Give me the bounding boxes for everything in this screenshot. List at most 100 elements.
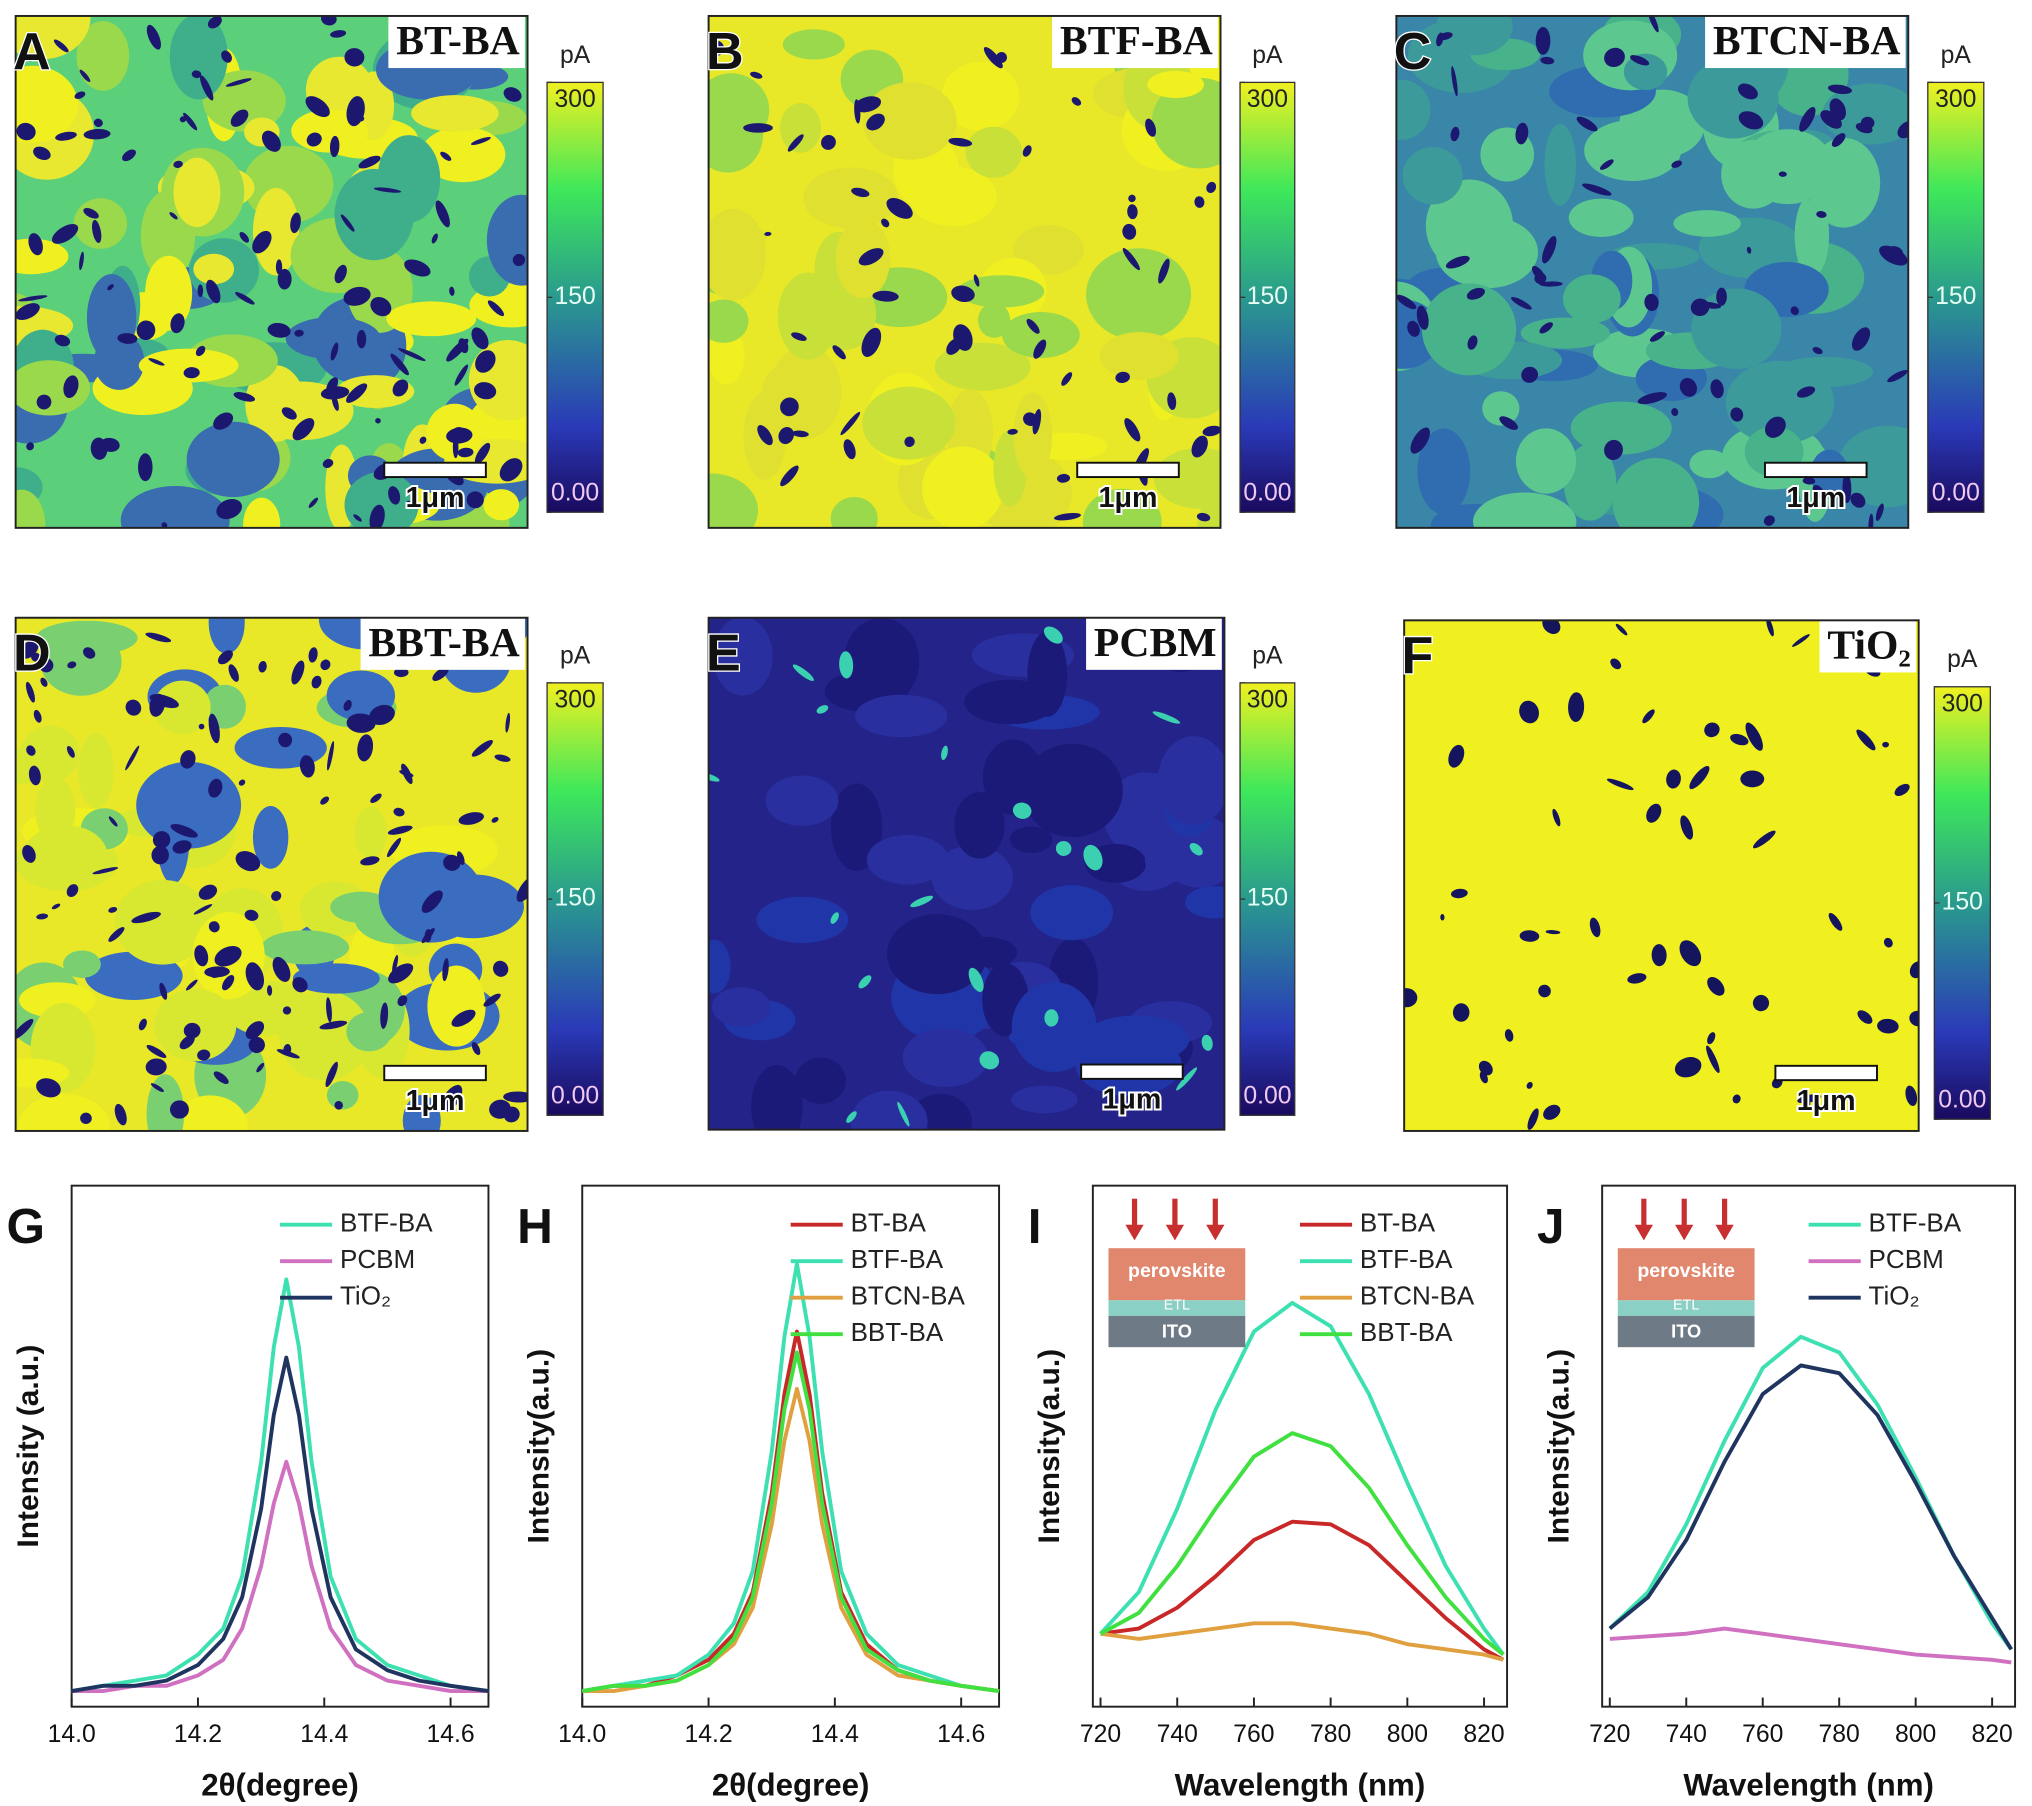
afm-grain — [468, 339, 528, 421]
afm-boundary — [53, 39, 69, 53]
colorbar-tick-label: 150 — [554, 283, 595, 310]
afm-boundary — [1707, 1032, 1716, 1045]
afm-boundary — [743, 123, 773, 133]
afm-boundary — [493, 960, 509, 977]
afm-boundary — [494, 754, 511, 762]
afm-boundary — [474, 382, 497, 400]
afm-boundary — [79, 69, 91, 83]
afm-boundary — [246, 967, 259, 983]
panel-letter: A — [13, 23, 51, 81]
afm-boundary — [311, 675, 322, 689]
afm-grain — [1687, 57, 1779, 139]
afm-boundary — [1535, 26, 1551, 55]
afm-boundary — [1122, 223, 1137, 240]
afm-boundary — [1831, 133, 1846, 147]
afm-boundary — [40, 677, 48, 687]
afm-boundary — [225, 78, 252, 87]
afm-boundary — [1416, 305, 1429, 330]
afm-boundary — [197, 1049, 211, 1061]
afm-boundary — [787, 134, 804, 152]
afm-boundary — [452, 427, 466, 438]
afm-boundary — [1860, 116, 1875, 129]
afm-boundary — [1056, 473, 1071, 483]
afm-boundary — [1909, 961, 1919, 979]
afm-boundary — [401, 763, 413, 785]
afm-boundary — [1649, 331, 1665, 342]
afm-grain — [1623, 53, 1668, 91]
afm-grain — [751, 1064, 803, 1130]
afm-grain — [202, 70, 286, 132]
afm-boundary — [1521, 366, 1539, 383]
afm-boundary — [1176, 1067, 1198, 1091]
afm-boundary — [393, 807, 405, 817]
x-axis-label: 2θ(degree) — [201, 1768, 359, 1803]
afm-grain — [1435, 216, 1538, 289]
panel-letter: C — [1394, 23, 1432, 81]
afm-grain — [169, 15, 228, 100]
afm-boundary — [358, 155, 381, 169]
afm-boundary — [750, 71, 763, 79]
colorbar-tick-label: 300 — [1935, 86, 1976, 113]
afm-boundary — [213, 412, 234, 430]
afm-boundary — [1679, 940, 1702, 967]
afm-boundary — [1802, 477, 1816, 485]
afm-boundary — [1689, 765, 1710, 790]
afm-boundary — [1778, 171, 1787, 177]
afm-boundary — [334, 264, 347, 284]
afm-boundary — [272, 956, 291, 982]
afm-boundary — [491, 817, 499, 823]
colorbar-tick-label: 0.00 — [1938, 1087, 1986, 1114]
legend-label: BBT-BA — [1360, 1317, 1453, 1347]
afm-grain — [1822, 83, 1909, 145]
afm-boundary — [344, 48, 365, 67]
x-tick-label: 720 — [1080, 1721, 1121, 1748]
afm-boundary — [866, 113, 885, 131]
afm-boundary — [330, 30, 347, 38]
afm-boundary — [373, 187, 402, 193]
afm-boundary — [1452, 1003, 1470, 1022]
sample-label-box — [388, 15, 525, 69]
light-arrow-head — [1715, 1224, 1734, 1241]
series-line — [582, 1386, 1000, 1694]
afm-boundary — [1128, 194, 1136, 203]
sample-label-box — [1086, 617, 1222, 670]
afm-grain — [1082, 1015, 1190, 1064]
afm-boundary — [979, 1051, 1000, 1070]
layer-label: perovskite — [1637, 1260, 1735, 1282]
afm-boundary — [1647, 15, 1659, 33]
series-line — [1100, 1621, 1504, 1662]
series-line — [581, 1350, 1000, 1693]
afm-boundary — [393, 667, 409, 678]
afm-boundary — [356, 329, 367, 349]
layer-label: ETL — [1673, 1297, 1699, 1313]
afm-boundary — [1851, 327, 1871, 351]
layer-ito — [1108, 1315, 1246, 1348]
afm-boundary — [505, 712, 511, 733]
layer-etl — [1108, 1300, 1246, 1316]
afm-boundary — [872, 290, 899, 302]
layer-ito — [1617, 1315, 1755, 1348]
afm-grain — [245, 365, 305, 442]
x-axis-label: Wavelength (nm) — [1683, 1768, 1934, 1803]
afm-frame — [1403, 619, 1920, 1132]
afm-grain — [934, 342, 1031, 391]
afm-grain — [708, 939, 731, 994]
afm-grain — [777, 272, 839, 360]
afm-boundary — [1122, 247, 1140, 271]
afm-boundary — [1680, 815, 1694, 840]
afm-grain — [1099, 331, 1179, 380]
afm-grain — [708, 208, 766, 301]
colorbar — [546, 682, 604, 1116]
x-tick-label: 14.0 — [48, 1721, 96, 1748]
afm-boundary — [230, 109, 249, 127]
afm-boundary — [1044, 1009, 1059, 1027]
x-tick-label: 740 — [1666, 1721, 1707, 1748]
afm-grain — [982, 739, 1044, 816]
afm-grain — [866, 834, 949, 885]
afm-boundary — [791, 332, 807, 341]
afm-grain — [138, 348, 239, 383]
afm-boundary — [1730, 407, 1744, 422]
afm-boundary — [15, 1018, 34, 1040]
legend-label: PCBM — [340, 1244, 415, 1274]
afm-boundary — [331, 394, 339, 411]
